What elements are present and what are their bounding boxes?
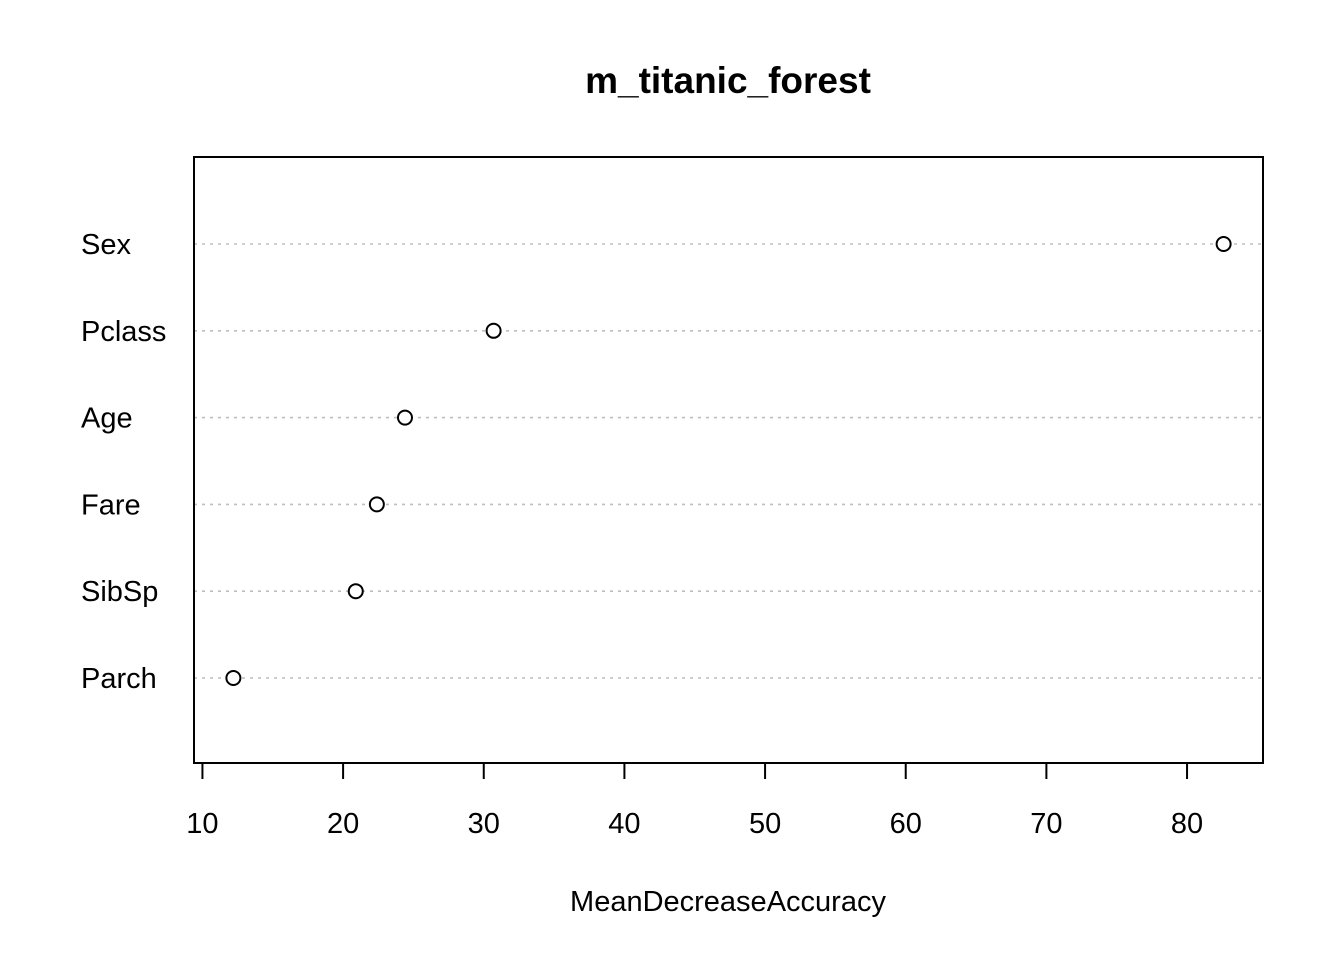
data-point-parch [225, 670, 242, 686]
x-tick-label-20: 20 [327, 808, 359, 840]
x-tick-label-50: 50 [749, 808, 781, 840]
x-axis-label: MeanDecreaseAccuracy [570, 886, 886, 918]
x-tick-label-70: 70 [1030, 808, 1062, 840]
x-tick-label-30: 30 [468, 808, 500, 840]
category-label-sex: Sex [81, 229, 131, 261]
category-labels: Sex Pclass Age Fare SibSp Parch [81, 229, 166, 695]
category-label-fare: Fare [81, 489, 141, 521]
data-point-pclass [485, 322, 502, 339]
x-axis: 10 20 30 40 50 60 70 80 [186, 762, 1203, 840]
gridlines [194, 243, 1263, 679]
data-point-sibsp [347, 583, 364, 600]
category-label-sibsp: SibSp [81, 576, 158, 608]
data-point-age [396, 409, 413, 426]
x-tick-label-60: 60 [890, 808, 922, 840]
category-label-parch: Parch [81, 663, 157, 695]
category-label-age: Age [81, 403, 133, 435]
x-tick-label-10: 10 [186, 808, 218, 840]
category-label-pclass: Pclass [81, 316, 166, 348]
x-tick-label-40: 40 [608, 808, 640, 840]
data-point-sex [1215, 236, 1232, 252]
plot-frame [193, 156, 1264, 764]
data-point-fare [368, 496, 385, 513]
data-points [225, 236, 1232, 686]
chart-title: m_titanic_forest [585, 60, 871, 101]
x-tick-label-80: 80 [1171, 808, 1203, 840]
